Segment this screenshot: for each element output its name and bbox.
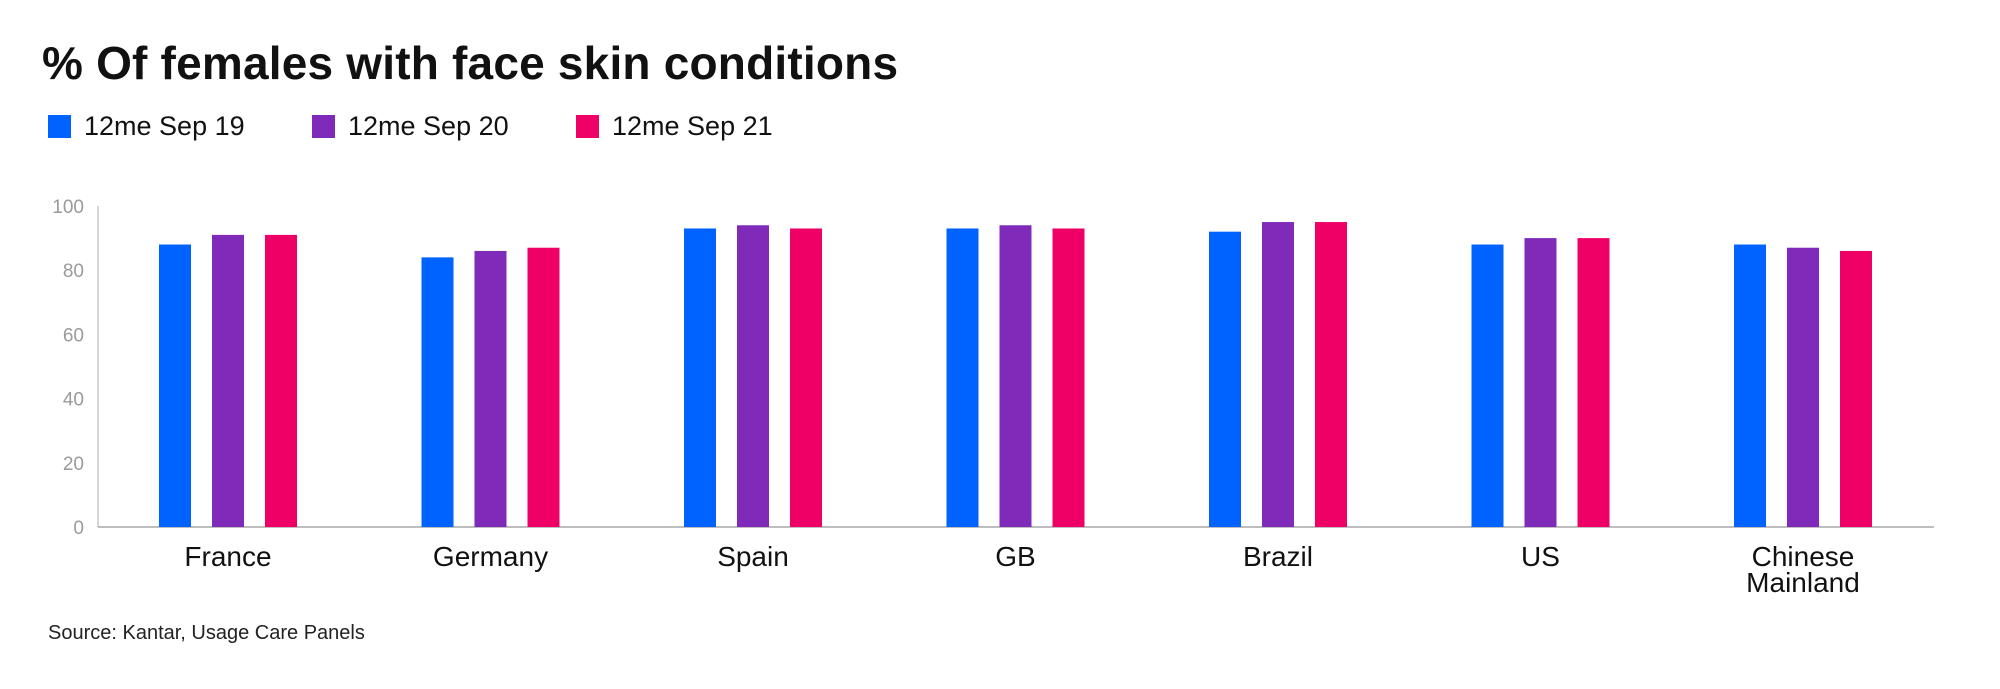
y-tick-label: 60 xyxy=(63,325,84,346)
bar-3-4 xyxy=(1052,228,1085,527)
bar-3-1 xyxy=(265,234,297,527)
x-category-label: Chinese Mainland xyxy=(1746,541,1860,598)
x-category-label: Spain xyxy=(717,541,789,572)
source-note: Source: Kantar, Usage Care Panels xyxy=(48,622,365,644)
bar-1-6 xyxy=(1471,244,1504,527)
x-category-label: Brazil xyxy=(1243,541,1313,572)
bar-2-2 xyxy=(474,250,507,527)
y-tick-label: 100 xyxy=(52,197,84,218)
bar-2-4 xyxy=(999,225,1032,527)
bar-3-3 xyxy=(790,228,822,527)
bar-3-5 xyxy=(1315,222,1347,528)
bar-3-2 xyxy=(527,247,560,528)
y-tick-label: 80 xyxy=(63,261,84,282)
legend-swatch-series-1 xyxy=(48,114,71,138)
x-category-label: GB xyxy=(995,541,1035,572)
bar-3-6 xyxy=(1577,238,1610,527)
chart-title: % Of females with face skin conditions xyxy=(42,37,899,89)
bar-1-4 xyxy=(946,228,979,527)
legend-swatch-series-3 xyxy=(576,114,599,138)
legend-item-series-1: 12me Sep 19 xyxy=(48,108,245,144)
bar-3-7 xyxy=(1840,250,1872,527)
y-tick-label: 0 xyxy=(73,518,84,539)
bar-2-3 xyxy=(737,225,769,527)
bar-2-1 xyxy=(212,234,244,527)
bar-2-6 xyxy=(1524,238,1557,527)
bar-1-1 xyxy=(159,244,191,527)
bar-1-3 xyxy=(684,228,716,527)
legend-item-series-3: 12me Sep 21 xyxy=(576,108,773,144)
x-category-label: Germany xyxy=(433,541,548,572)
legend-label-series-3: 12me Sep 21 xyxy=(612,110,773,141)
legend-item-series-2: 12me Sep 20 xyxy=(312,108,509,144)
legend-swatch-series-2 xyxy=(312,114,335,138)
bar-1-7 xyxy=(1734,244,1766,527)
bar-2-5 xyxy=(1262,222,1294,528)
y-tick-label: 40 xyxy=(63,390,84,411)
x-category-label: France xyxy=(184,541,271,572)
x-category-label: US xyxy=(1521,541,1560,572)
legend-label-series-2: 12me Sep 20 xyxy=(348,110,509,141)
bar-2-7 xyxy=(1787,247,1819,528)
bar-1-5 xyxy=(1209,231,1241,527)
legend-label-series-1: 12me Sep 19 xyxy=(84,110,245,141)
y-tick-label: 20 xyxy=(63,454,84,475)
bar-1-2 xyxy=(421,257,454,527)
